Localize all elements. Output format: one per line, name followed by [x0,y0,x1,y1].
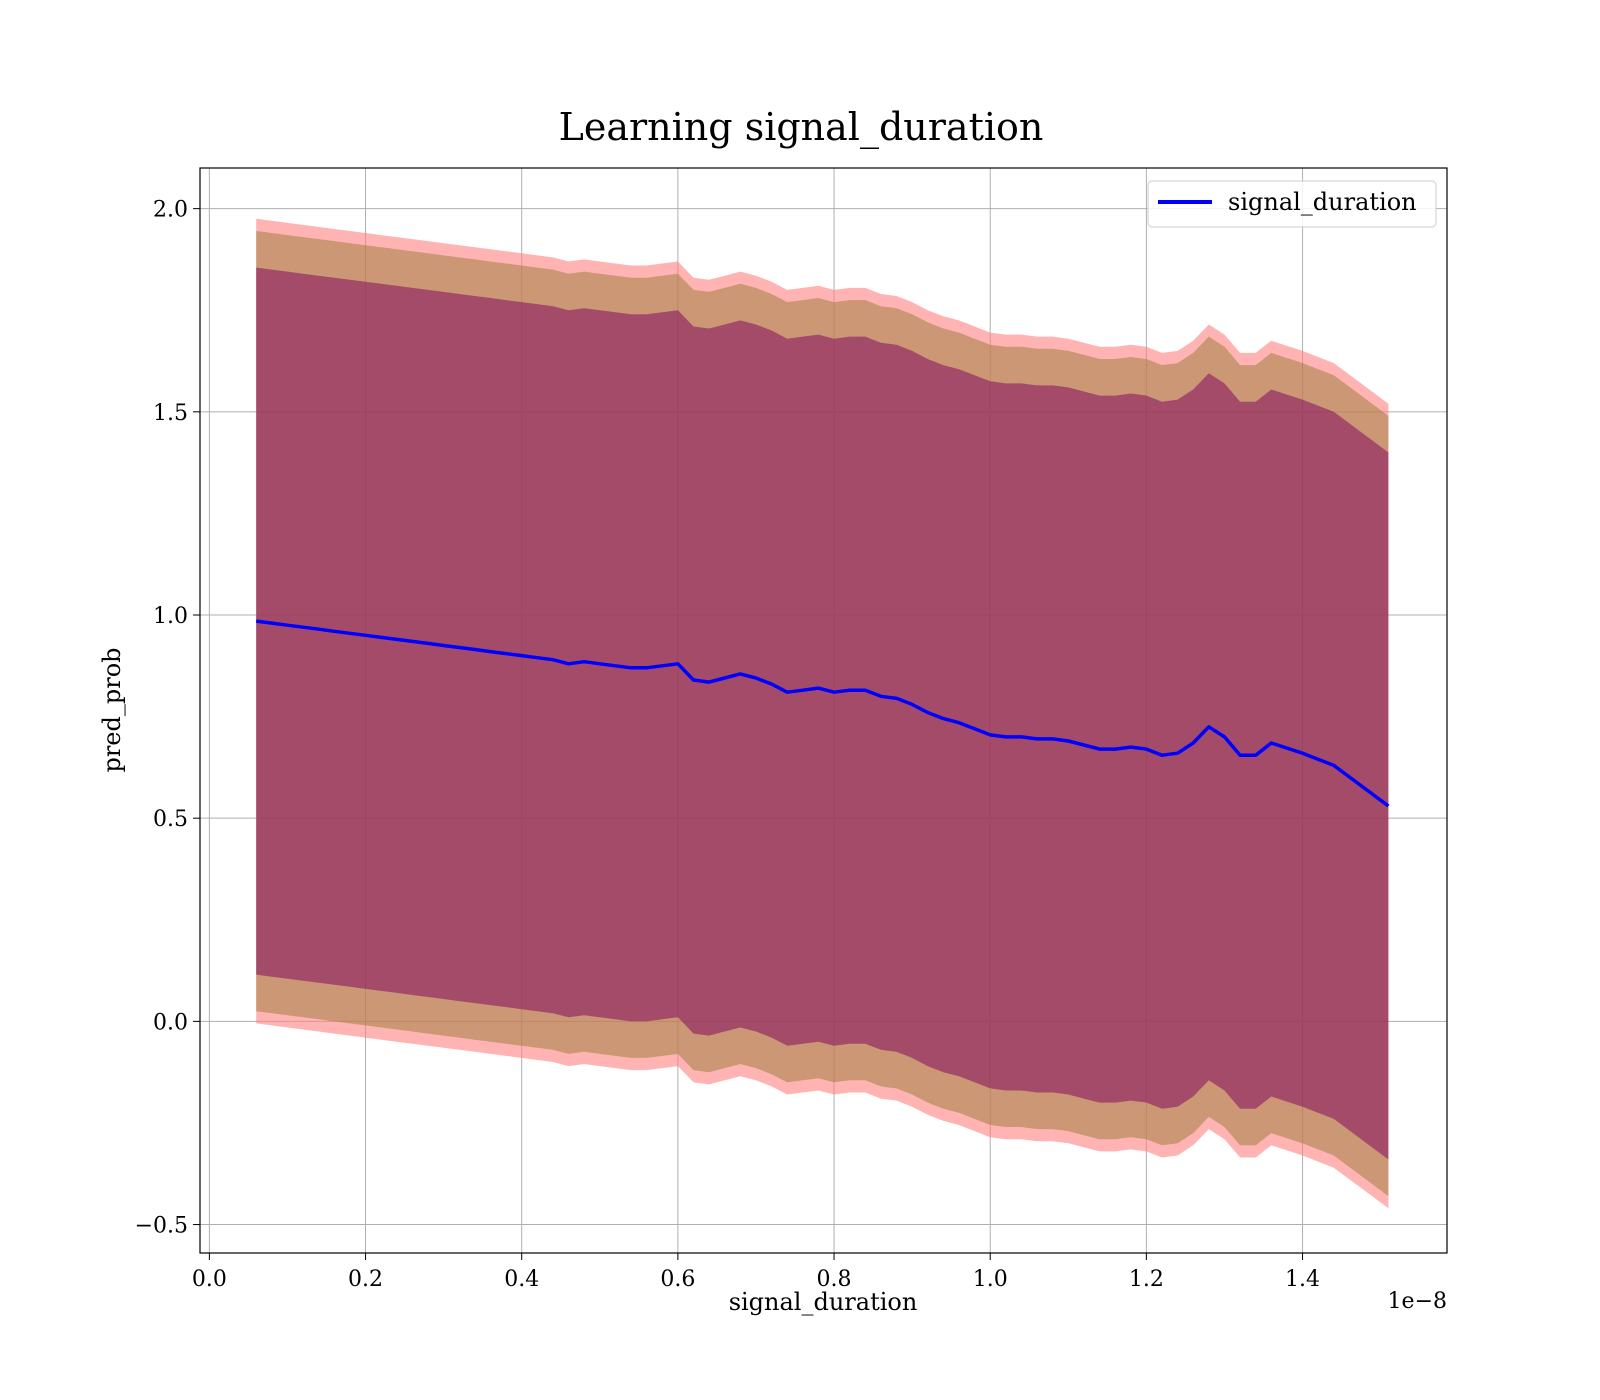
y-tick-label-4: 1.5 [153,401,188,426]
x-axis-ticks: 0.0 0.2 0.4 0.6 0.8 1.0 1.2 1.4 [192,1253,1320,1292]
x-tick-label-5: 1.0 [973,1267,1008,1292]
series-line-0 [255,619,1390,808]
y-tick-label-3: 1.0 [153,604,188,629]
y-tick-label-2: 0.5 [153,807,188,832]
series-lines [255,619,1390,808]
x-tick-label-2: 0.4 [504,1267,539,1292]
x-tick-label-0: 0.0 [192,1267,227,1292]
y-tick-label-5: 2.0 [153,198,188,223]
x-tick-label-1: 0.2 [348,1267,383,1292]
confidence-bands [256,218,1389,1209]
y-axis-ticks: −0.5 0.0 0.5 1.0 1.5 2.0 [135,198,200,1239]
plot-frame [199,167,1448,1254]
legend-box [1147,180,1437,228]
x-axis-offset-label: 1e−8 [1388,1289,1447,1314]
legend: signal_duration [1147,180,1437,228]
x-tick-label-4: 0.8 [817,1267,852,1292]
y-tick-label-0: −0.5 [135,1214,188,1239]
y-tick-label-1: 0.0 [153,1010,188,1035]
chart-title: Learning signal_duration [559,105,1044,150]
legend-label: signal_duration [1228,188,1417,216]
y-axis-label: pred_prob [98,647,126,772]
x-tick-label-6: 1.2 [1129,1267,1164,1292]
x-tick-label-3: 0.6 [660,1267,695,1292]
confidence-band-2 [256,267,1389,1160]
x-axis-label: signal_duration [729,1288,918,1316]
x-tick-label-7: 1.4 [1285,1267,1320,1292]
